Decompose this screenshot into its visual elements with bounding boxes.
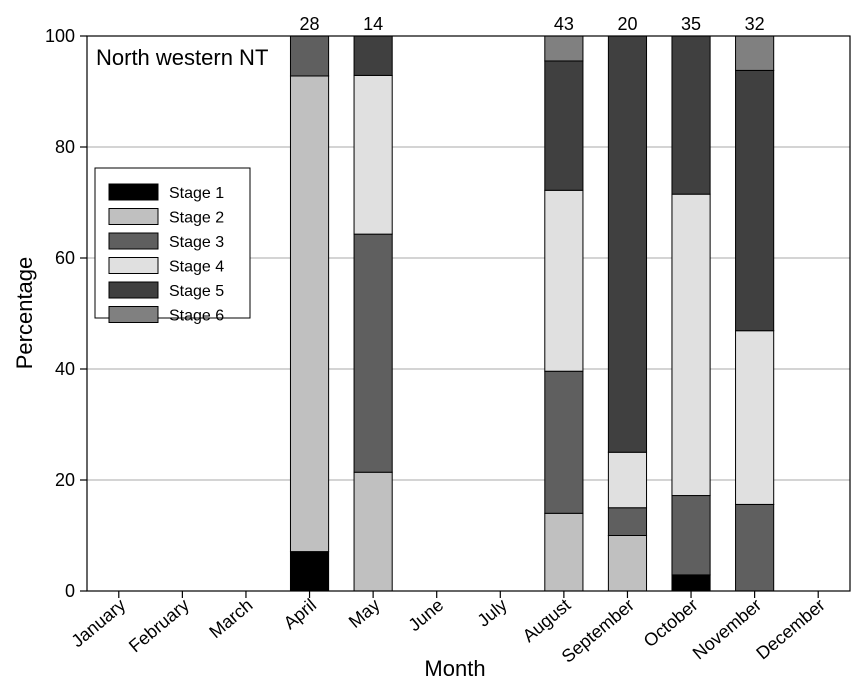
x-tick-label-july: July — [473, 595, 510, 631]
legend-label-stage-1: Stage 1 — [169, 185, 224, 202]
bars — [289, 35, 775, 592]
y-tick-label: 60 — [55, 248, 75, 268]
legend-swatch-stage-2 — [108, 208, 159, 225]
plot-frame — [86, 35, 851, 592]
bar-segment-may-stage-2 — [353, 471, 393, 592]
legend-label-stage-4: Stage 4 — [169, 259, 224, 276]
x-tick-label-may: May — [345, 595, 384, 632]
chart-title: North western NT — [96, 45, 268, 70]
legend-swatch-stage-4 — [108, 257, 159, 274]
bar-segment-august-stage-4 — [544, 189, 584, 372]
bar-segment-october-stage-5 — [671, 35, 711, 195]
count-label: 35 — [681, 14, 701, 34]
legend-label-stage-6: Stage 6 — [169, 308, 224, 325]
bar-segment-august-stage-2 — [544, 512, 584, 592]
bar-segment-october-stage-1 — [671, 574, 711, 592]
x-tick-label-june: June — [405, 595, 448, 635]
y-tick-label: 80 — [55, 137, 75, 157]
bar-segment-september-stage-4 — [607, 451, 648, 509]
bar-segment-november-stage-4 — [735, 330, 775, 505]
legend-swatch-stage-1 — [108, 183, 159, 201]
x-tick-label-april: April — [280, 595, 320, 633]
bar-segment-august-stage-5 — [544, 60, 584, 191]
count-label: 32 — [745, 14, 765, 34]
x-tick-label-august: August — [519, 595, 575, 646]
x-tick-label-march: March — [205, 595, 256, 642]
legend-label-stage-3: Stage 3 — [169, 234, 224, 251]
legend-swatch-stage-3 — [108, 232, 159, 250]
bar-segment-november-stage-5 — [735, 69, 775, 332]
count-label: 28 — [300, 14, 320, 34]
bar-segment-september-stage-2 — [607, 535, 648, 592]
y-tick-label: 20 — [55, 470, 75, 490]
y-tick-label: 0 — [65, 581, 75, 601]
x-tick-label-january: January — [67, 595, 129, 651]
bar-segment-september-stage-3 — [607, 507, 648, 536]
bar-segment-september-stage-5 — [607, 35, 648, 453]
legend-label-stage-5: Stage 5 — [169, 283, 224, 300]
legend-label-stage-2: Stage 2 — [169, 210, 224, 227]
bar-segment-may-stage-5 — [353, 35, 393, 76]
bar-segment-may-stage-3 — [353, 233, 393, 473]
x-tick-label-february: February — [125, 595, 193, 657]
legend-swatch-stage-5 — [108, 281, 159, 299]
x-tick-label-december: December — [752, 595, 828, 664]
legend-swatch-stage-6 — [108, 306, 159, 323]
count-label: 43 — [554, 14, 574, 34]
bar-segment-april-stage-1 — [289, 551, 330, 592]
count-label: 14 — [363, 14, 383, 34]
bar-segment-april-stage-3 — [289, 35, 330, 77]
x-tick-label-october: October — [640, 595, 702, 651]
bar-segment-october-stage-4 — [671, 193, 711, 497]
axes — [80, 35, 851, 598]
y-tick-label: 100 — [45, 26, 75, 46]
bar-segment-april-stage-2 — [289, 75, 330, 553]
count-label: 20 — [617, 14, 637, 34]
bar-segment-august-stage-6 — [544, 35, 584, 62]
x-tick-label-november: November — [689, 595, 765, 664]
legend: Stage 1 Stage 2 Stage 3 Stage 4 Stage 5 Stage… — [94, 167, 251, 325]
bar-segment-october-stage-3 — [671, 495, 711, 576]
bar-segment-november-stage-6 — [735, 35, 775, 71]
bar-segment-august-stage-3 — [544, 370, 584, 514]
y-axis-title: Percentage — [12, 257, 37, 370]
bar-segment-may-stage-4 — [353, 74, 393, 235]
x-axis-title: Month — [424, 656, 485, 681]
bar-segment-november-stage-3 — [735, 503, 775, 592]
y-tick-label: 40 — [55, 359, 75, 379]
